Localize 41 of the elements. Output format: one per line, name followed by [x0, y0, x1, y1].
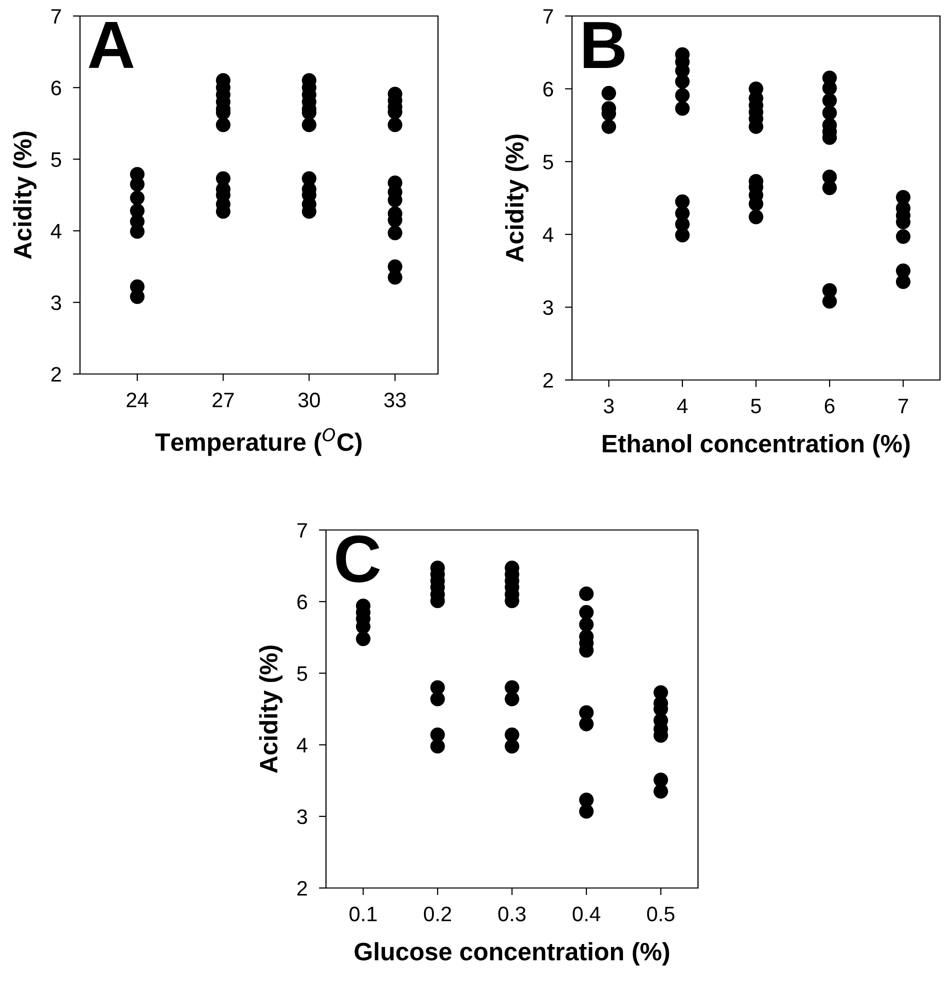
x-tick-label: 0.3: [498, 906, 526, 922]
x-tick-label: 4: [677, 398, 688, 414]
y-tick-label: 5: [51, 152, 62, 167]
y-tick-label: 6: [543, 82, 554, 97]
x-axis-title: Temperature ($^{O}$C): [155, 428, 362, 456]
y-tick-label: 3: [543, 300, 554, 315]
y-tick-label: 3: [297, 809, 308, 824]
y-axis-title: Acidity (%): [505, 134, 528, 262]
x-tick-label: 6: [824, 398, 834, 414]
x-tick-label: 27: [212, 392, 234, 408]
y-tick-label: 4: [296, 738, 308, 752]
annotation: B: [584, 22, 624, 68]
y-tick-label: 4: [50, 224, 62, 238]
x-tick-label: 0.2: [424, 906, 452, 922]
x-axis-title: Glucose concentration (%): [354, 942, 670, 966]
x-tick-label: 0.4: [572, 906, 600, 922]
x-tick-label: 24: [126, 392, 148, 408]
x-tick-label: 7: [898, 398, 908, 414]
y-tick-label: 3: [51, 295, 62, 310]
x-tick-label: 30: [298, 392, 320, 408]
x-tick-label: 0.5: [647, 906, 674, 922]
y-tick-label: 6: [51, 80, 62, 96]
x-tick-label: 5: [751, 398, 761, 414]
y-tick-label: 5: [297, 666, 308, 681]
y-tick-label: 2: [543, 373, 553, 388]
annotation: A: [88, 22, 134, 68]
y-tick-label: 7: [51, 9, 61, 24]
y-axis-title: Acidity (%): [13, 132, 36, 259]
y-tick-label: 4: [542, 228, 554, 242]
x-axis-title: Ethanol concentration (%): [602, 434, 910, 458]
x-tick-label: 33: [384, 392, 406, 408]
annotation: C: [336, 535, 380, 583]
y-axis-title: Acidity (%): [259, 646, 282, 773]
y-tick-label: 5: [543, 154, 554, 170]
x-tick-label: 0.1: [350, 906, 377, 922]
y-tick-label: 7: [297, 523, 307, 538]
y-tick-label: 2: [51, 367, 61, 382]
y-tick-label: 7: [543, 9, 553, 24]
y-tick-label: 6: [297, 594, 308, 610]
x-tick-label: 3: [604, 398, 614, 414]
y-tick-label: 2: [297, 881, 307, 896]
